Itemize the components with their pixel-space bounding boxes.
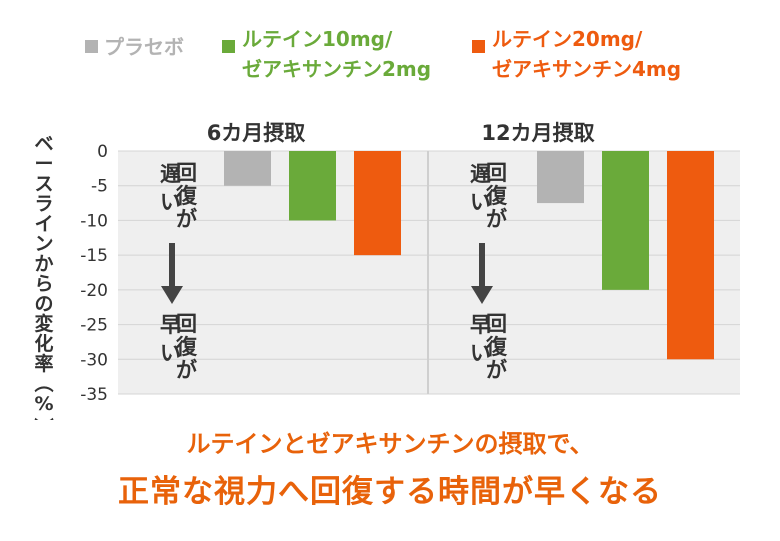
annotation-fast-char-1: 早 [160,313,181,337]
y-axis-label-char: ら [34,273,53,295]
annotation-fast-sub: が [176,358,197,382]
legend-label: ゼアキサンチン4mg [492,57,681,81]
y-axis-label-char: ラ [34,193,53,215]
y-axis-label-char: ） [32,417,55,420]
y-tick-label: -25 [80,316,108,336]
y-axis-label-char: か [34,253,53,275]
y-tick-label: -20 [80,281,108,301]
annotation-slow-sub: が [486,207,507,231]
y-tick-label: -30 [80,350,108,370]
annotation-fast-sub: 回 [486,312,507,336]
bar [289,151,336,221]
y-axis-label-char: 化 [34,332,53,355]
legend-label: ゼアキサンチン2mg [242,57,431,81]
down-arrow-icon [161,286,183,304]
y-axis-label-char: ー [34,153,53,175]
legend-swatch [85,40,98,53]
y-axis-label-char: （ [32,373,55,392]
y-tick-label: -35 [80,385,108,405]
annotation-slow-char-1: 遅 [470,162,491,186]
y-tick-label: -10 [80,211,108,231]
annotation-fast-char-2: い [470,341,491,365]
annotation-fast-char-2: い [160,341,181,365]
annotation-slow-sub: 回 [486,161,507,185]
y-axis-label-char: ス [34,173,53,195]
annotation-fast-char-1: 早 [470,313,491,337]
y-axis-label-char: イ [34,213,53,235]
y-axis-label-char: の [34,293,53,315]
legend-label: ルテイン20mg/ [492,27,643,51]
legend-swatch [222,40,235,53]
bar [602,151,649,290]
annotation-slow-char-2: い [470,190,491,214]
legend-label: ルテイン10mg/ [242,27,393,51]
y-axis-label-char: 変 [34,312,53,335]
annotation-fast-sub: が [486,358,507,382]
panel-title: 12カ月摂取 [481,121,594,145]
legend-swatch [472,40,485,53]
annotation-slow-char-1: 遅 [160,162,181,186]
panel-title: 6カ月摂取 [207,121,306,145]
bar [667,151,714,360]
y-tick-label: -5 [91,177,108,197]
annotation-slow-sub: が [176,207,197,231]
y-axis-label-char: ベ [34,133,53,155]
annotation-fast-sub: 回 [176,312,197,336]
y-tick-label: -15 [80,246,108,266]
down-arrow-icon [471,286,493,304]
annotation-fast-sub: 復 [485,335,508,359]
bar [354,151,401,256]
annotation-slow-sub: 復 [175,184,198,208]
caption-line-2: 正常な視力へ回復する時間が早くなる [118,474,662,510]
bar [224,151,271,186]
caption-line-1: ルテインとゼアキサンチンの摂取で、 [186,430,594,458]
y-axis-label-char: 率 [34,352,53,375]
annotation-slow-sub: 回 [176,161,197,185]
bar [537,151,584,204]
y-axis-label-char: ン [34,233,53,255]
annotation-slow-char-2: い [160,190,181,214]
annotation-fast-sub: 復 [175,335,198,359]
annotation-slow-sub: 復 [485,184,508,208]
legend-label: プラセボ [104,35,184,59]
y-tick-label: 0 [97,142,108,162]
y-axis-label-char: % [34,393,53,415]
